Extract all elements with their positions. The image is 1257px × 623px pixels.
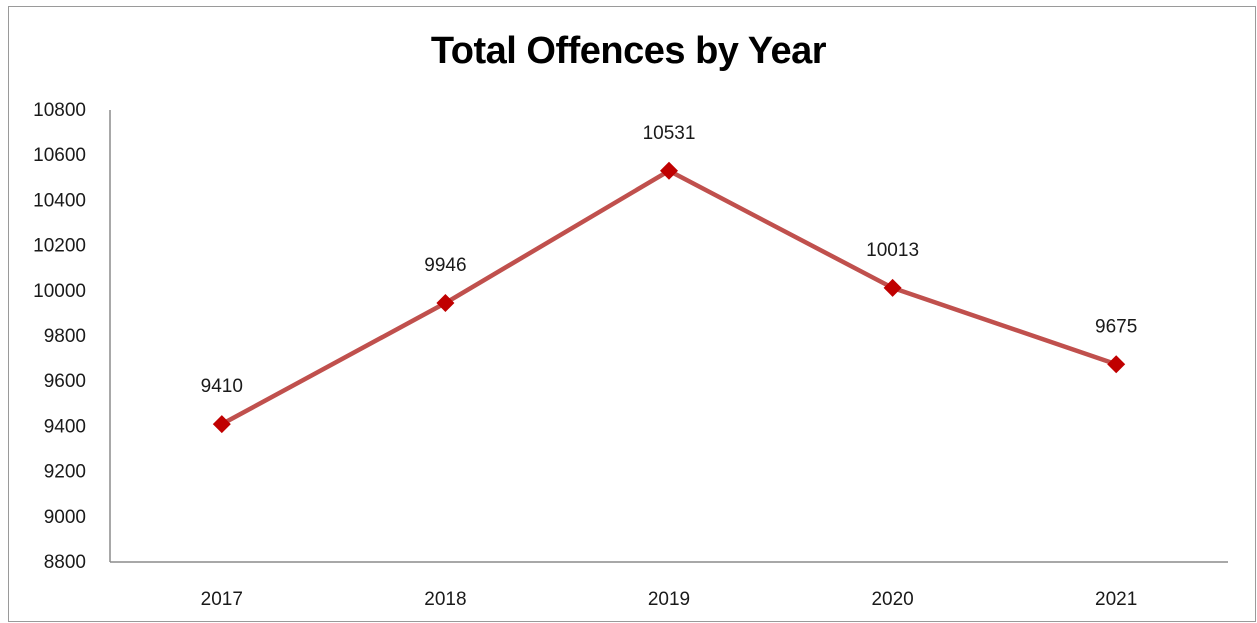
y-tick-label: 9200 xyxy=(44,462,86,483)
data-point-marker xyxy=(883,278,902,297)
y-tick-label: 10600 xyxy=(33,145,86,166)
y-tick-label: 9400 xyxy=(44,416,86,437)
data-point-marker xyxy=(1107,355,1126,374)
y-tick-label: 8800 xyxy=(44,552,86,573)
data-label: 10531 xyxy=(643,123,696,144)
data-point-marker xyxy=(660,161,678,180)
data-label: 10013 xyxy=(866,240,919,261)
y-tick-label: 9800 xyxy=(44,326,86,347)
data-point-marker xyxy=(436,294,455,313)
series-line xyxy=(219,168,1119,427)
chart-frame xyxy=(8,6,1256,622)
y-tick-label: 9600 xyxy=(44,371,86,392)
x-tick-label: 2019 xyxy=(648,589,690,610)
data-label: 9675 xyxy=(1095,316,1137,337)
data-label: 9410 xyxy=(201,376,243,397)
y-tick-label: 9000 xyxy=(44,507,86,528)
y-tick-label: 10200 xyxy=(33,236,86,257)
x-tick-label: 2021 xyxy=(1095,589,1137,610)
data-label: 9946 xyxy=(424,255,466,276)
chart-title: Total Offences by Year xyxy=(430,30,827,72)
y-tick-label: 10000 xyxy=(33,281,86,302)
x-tick-label: 2017 xyxy=(201,589,243,610)
y-tick-label: 10800 xyxy=(33,100,86,121)
x-tick-label: 2018 xyxy=(424,589,466,610)
data-point-marker xyxy=(212,415,231,434)
x-tick-label: 2020 xyxy=(871,589,913,610)
y-tick-label: 10400 xyxy=(33,190,86,211)
